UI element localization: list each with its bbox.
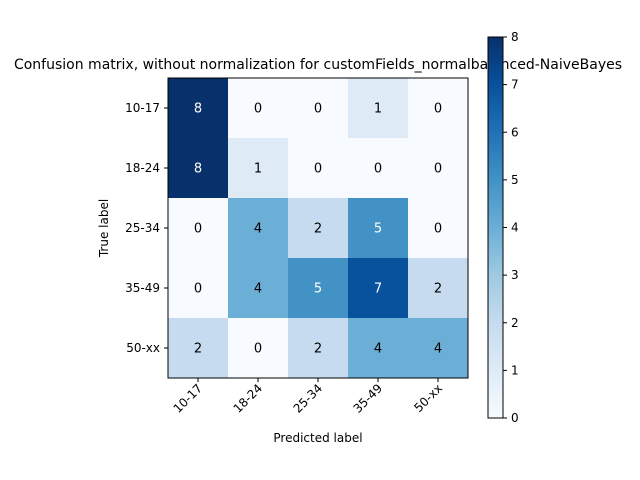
cell-value-r2-c3: 5	[374, 222, 382, 237]
cell-value-r0-c4: 0	[434, 102, 442, 117]
cell-value-r2-c0: 0	[194, 222, 202, 237]
colorbar-tick-label: 0	[511, 411, 519, 425]
colorbar-ticks: 0 1 2 3 4 5 6 7 8	[503, 30, 519, 425]
colorbar-tick-label: 1	[511, 363, 519, 377]
cell-value-r2-c2: 2	[314, 222, 322, 237]
y-axis-ticks: 10-17 18-24 25-34 35-49 50-xx	[125, 101, 168, 355]
heatmap-cell-r3-c0	[168, 258, 229, 319]
cell-value-r3-c4: 2	[434, 282, 442, 297]
colorbar-tick-label: 3	[511, 268, 519, 282]
heatmap-cell-r2-c3	[348, 198, 409, 259]
colorbar-tick-label: 4	[511, 221, 519, 235]
heatmap-cell-r3-c1	[228, 258, 289, 319]
heatmap-cell-r1-c0	[168, 138, 229, 199]
cell-value-r1-c4: 0	[434, 162, 442, 177]
cell-value-r1-c2: 0	[314, 162, 322, 177]
y-tick-label: 35-49	[125, 281, 160, 295]
heatmap-cell-r3-c4	[408, 258, 469, 319]
heatmap-cell-r0-c1	[228, 78, 289, 139]
heatmap-cell-r3-c3	[348, 258, 409, 319]
cell-value-r0-c0: 8	[194, 102, 202, 117]
x-axis-label: Predicted label	[273, 431, 362, 445]
plot-area: 8 0 0 1 0 8 1 0 0 0 0 4 2 5 0 0 4 5 7 2 2 0 2 4 4 10-17 18-24 25-3…	[125, 77, 469, 416]
heatmap-cell-r1-c1	[228, 138, 289, 199]
heatmap-cell-r2-c1	[228, 198, 289, 259]
colorbar-tick-label: 8	[511, 30, 519, 44]
cell-value-r2-c4: 0	[434, 222, 442, 237]
y-axis-label: True label	[97, 199, 111, 258]
cell-value-r3-c3: 7	[374, 282, 382, 297]
heatmap-cell-r4-c2	[288, 318, 349, 379]
cell-value-r2-c1: 4	[254, 222, 262, 237]
colorbar-tick-label: 5	[511, 173, 519, 187]
heatmap-cell-r1-c3	[348, 138, 409, 199]
y-tick-label: 50-xx	[126, 341, 160, 355]
heatmap-cells	[168, 78, 469, 379]
heatmap-cell-r0-c3	[348, 78, 409, 139]
heatmap-cell-r2-c2	[288, 198, 349, 259]
heatmap-cell-r1-c2	[288, 138, 349, 199]
cell-value-r3-c1: 4	[254, 282, 262, 297]
y-tick-label: 18-24	[125, 161, 160, 175]
cell-value-r0-c3: 1	[374, 102, 382, 117]
cell-value-r0-c2: 0	[314, 102, 322, 117]
heatmap-cell-r1-c4	[408, 138, 469, 199]
colorbar-tick-label: 2	[511, 316, 519, 330]
heatmap-cell-r4-c0	[168, 318, 229, 379]
cell-value-r0-c1: 0	[254, 102, 262, 117]
heatmap-cell-r0-c4	[408, 78, 469, 139]
y-tick-label: 10-17	[125, 101, 160, 115]
cell-value-r4-c0: 2	[194, 342, 202, 357]
heatmap-cell-r4-c4	[408, 318, 469, 379]
cell-value-r4-c4: 4	[434, 342, 442, 357]
cell-value-r4-c3: 4	[374, 342, 382, 357]
chart-title: Confusion matrix, without normalization …	[14, 57, 622, 73]
heatmap-cell-r2-c4	[408, 198, 469, 259]
heatmap-cell-r0-c0	[168, 78, 229, 139]
heatmap-cell-labels: 8 0 0 1 0 8 1 0 0 0 0 4 2 5 0 0 4 5 7 2 2 0 2 4 4	[194, 102, 442, 357]
heatmap-cell-r0-c2	[288, 78, 349, 139]
heatmap-cell-r2-c0	[168, 198, 229, 259]
colorbar-tick-label: 6	[511, 125, 519, 139]
heatmap-cell-r3-c2	[288, 258, 349, 319]
y-tick-label: 25-34	[125, 221, 160, 235]
colorbar-gradient	[487, 36, 504, 419]
cell-value-r4-c2: 2	[314, 342, 322, 357]
cell-value-r3-c0: 0	[194, 282, 202, 297]
heatmap-cell-r4-c3	[348, 318, 409, 379]
cell-value-r4-c1: 0	[254, 342, 262, 357]
cell-value-r1-c1: 1	[254, 162, 262, 177]
cell-value-r1-c0: 8	[194, 162, 202, 177]
colorbar: 0 1 2 3 4 5 6 7 8	[487, 30, 519, 425]
cell-value-r1-c3: 0	[374, 162, 382, 177]
heatmap-cell-r4-c1	[228, 318, 289, 379]
colorbar-tick-label: 7	[511, 78, 519, 92]
cell-value-r3-c2: 5	[314, 282, 322, 297]
